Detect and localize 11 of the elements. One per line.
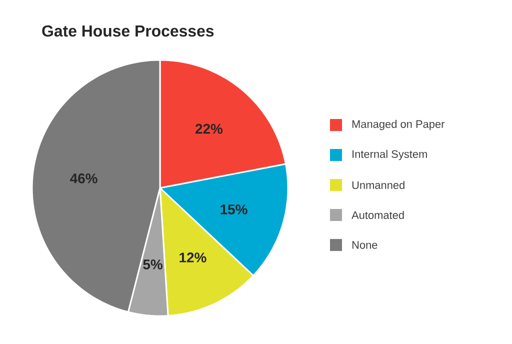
data-label: 12% xyxy=(180,252,206,262)
data-label: 15% xyxy=(220,204,248,214)
legend-label: None xyxy=(352,241,378,249)
data-label: 46% xyxy=(70,173,98,184)
legend-label: Unmanned xyxy=(352,180,404,190)
legend-label: Managed on Paper xyxy=(352,120,445,130)
legend-label: Internal System xyxy=(352,150,427,160)
data-label: 5% xyxy=(143,260,162,270)
legend-label: Automated xyxy=(352,210,404,220)
chart-title: Gate House Processes xyxy=(42,25,214,37)
data-label: 22% xyxy=(195,124,223,134)
